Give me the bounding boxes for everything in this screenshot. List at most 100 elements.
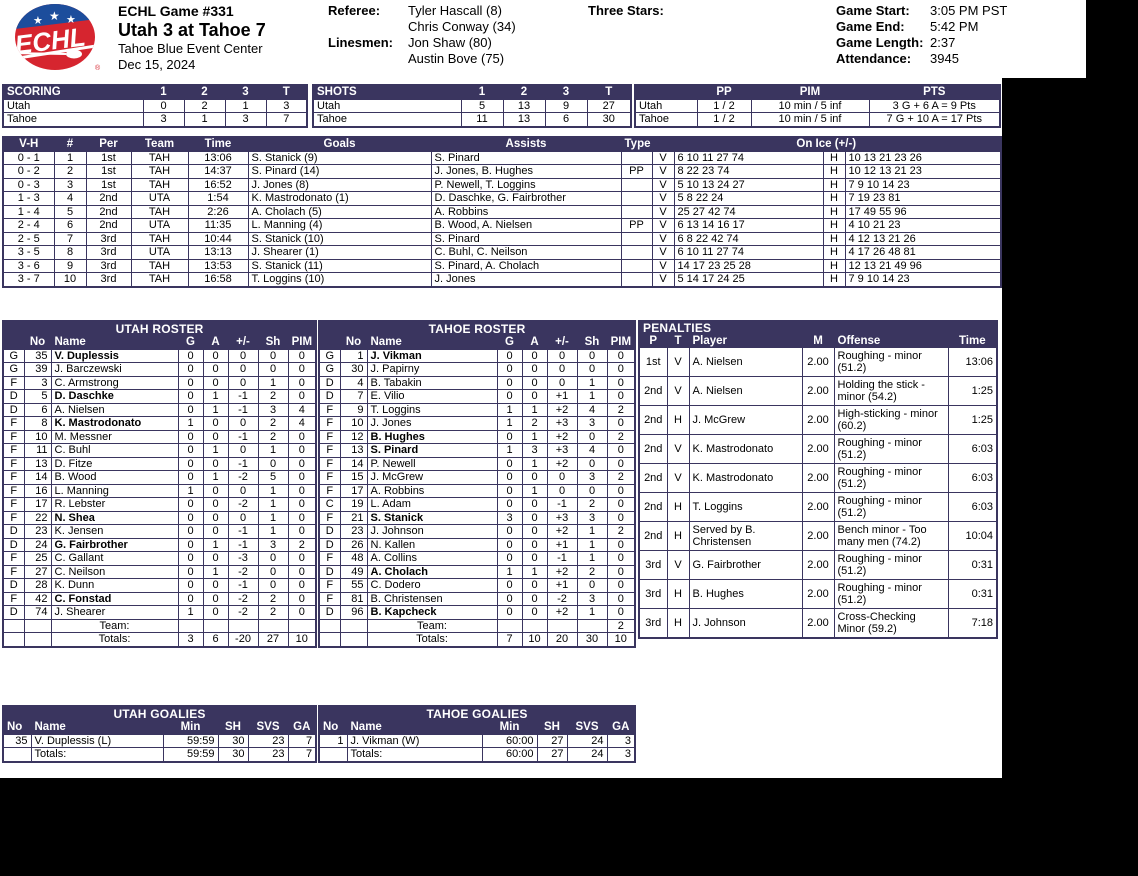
home-label: H — [822, 177, 846, 192]
min-header: Min — [162, 720, 219, 735]
penalty-time: 10:04 — [947, 521, 998, 551]
no-header: No — [23, 335, 52, 350]
min-header: Min — [481, 720, 538, 735]
stat-shots: 1 — [257, 524, 289, 539]
stat-pim: 0 — [287, 389, 317, 404]
player-name: D. Daschke — [50, 389, 179, 404]
stat-goals: 0 — [177, 456, 204, 471]
goalie-row: 1 J. Vikman (W) 60:00 27 24 3 — [318, 733, 636, 748]
stat-shots: 2 — [257, 429, 289, 444]
vh-score: 0 - 3 — [2, 177, 55, 192]
stat-assists: 0 — [202, 497, 229, 512]
player-position: G — [2, 348, 25, 363]
stat-plusminus: -1 — [227, 389, 259, 404]
roster-row: F 8 K. Mastrodonato 1 0 0 2 4 — [2, 416, 317, 431]
vh-score: 3 - 5 — [2, 245, 55, 260]
player-header: Player — [688, 334, 803, 348]
period-header: Per — [85, 136, 132, 152]
stat-shots: 1 — [576, 375, 608, 390]
penalty-minutes: 2.00 — [801, 434, 835, 464]
goal-type — [620, 204, 653, 219]
period-header: P — [638, 334, 668, 348]
goal-assists: J. Jones, B. Hughes — [430, 164, 622, 179]
name-header: Name — [30, 720, 164, 735]
player-number: 12 — [339, 429, 368, 444]
player-position — [2, 618, 25, 633]
player-number: 17 — [23, 497, 52, 512]
goalie-number — [318, 747, 348, 762]
penalty-time: 6:03 — [947, 463, 998, 493]
goal-team: TAH — [130, 150, 189, 165]
stat-pim: 4 — [287, 416, 317, 431]
player-position: F — [318, 470, 341, 485]
roster-row: F 55 C. Dodero 0 0 +1 0 0 — [318, 578, 636, 593]
goal-time: 13:06 — [187, 150, 249, 165]
stat-shots: 4 — [576, 443, 608, 458]
player-number — [23, 632, 52, 647]
player-name: B. Hughes — [366, 429, 498, 444]
team-header: T — [666, 334, 690, 348]
stat-plusminus: -1 — [227, 402, 259, 417]
goal-period: 2nd — [85, 218, 132, 233]
stat-goals: 0 — [496, 389, 523, 404]
goal-scorer: T. Loggins (10) — [247, 272, 432, 287]
player-number — [339, 632, 368, 647]
player-number — [339, 618, 368, 633]
player-position: F — [2, 483, 25, 498]
shots-header: SHOTS 1 2 3 T — [312, 84, 632, 100]
goal-scorer: S. Stanick (9) — [247, 150, 432, 165]
penalty-offense: Roughing - minor (51.2) — [833, 434, 949, 464]
player-name: S. Stanick — [366, 510, 498, 525]
goal-type — [620, 150, 653, 165]
roster-row: D 6 A. Nielsen 0 1 -1 3 4 — [2, 402, 317, 417]
stat-goals: 0 — [496, 429, 523, 444]
stat-goals: 0 — [177, 578, 204, 593]
player-number: 13 — [23, 456, 52, 471]
stat-assists: 0 — [202, 348, 229, 363]
goal-row: 3 - 5 8 3rd UTA 13:13 J. Shearer (1) C. … — [2, 245, 1002, 260]
stat-assists: 0 — [202, 456, 229, 471]
roster-row: F 25 C. Gallant 0 0 -3 0 0 — [2, 551, 317, 566]
penalty-minutes: 2.00 — [801, 550, 835, 580]
stat-shots: 1 — [576, 389, 608, 404]
stat-goals: 0 — [177, 524, 204, 539]
stat-pim: 0 — [287, 375, 317, 390]
star-icon: ★ — [33, 15, 43, 27]
penalty-team: V — [666, 550, 690, 580]
roster-row: F 81 B. Christensen 0 0 -2 3 0 — [318, 591, 636, 606]
player-position: D — [318, 524, 341, 539]
goal-scorer: S. Pinard (14) — [247, 164, 432, 179]
penalty-minutes: 2.00 — [801, 608, 835, 639]
stat-goals: 0 — [177, 510, 204, 525]
roster-row: G 39 J. Barczewski 0 0 0 0 0 — [2, 362, 317, 377]
stat-goals: 0 — [177, 551, 204, 566]
player-number: 27 — [23, 564, 52, 579]
home-label: H — [822, 272, 846, 287]
stat-pim: 0 — [606, 483, 636, 498]
offense-header: Offense — [833, 334, 949, 348]
player-number: 42 — [23, 591, 52, 606]
player-position: G — [318, 362, 341, 377]
player-position: F — [2, 564, 25, 579]
player-name: L. Adam — [366, 497, 498, 512]
player-position: F — [318, 578, 341, 593]
stat-assists: 0 — [202, 510, 229, 525]
stat-goals: 0 — [177, 443, 204, 458]
goalie-name: V. Duplessis (L) — [30, 733, 164, 748]
stat-pim: 0 — [606, 497, 636, 512]
stat-goals: 0 — [177, 375, 204, 390]
on-ice-header: On Ice (+/-) — [651, 136, 1002, 152]
goal-time: 11:35 — [187, 218, 249, 233]
penalty-minutes: 2.00 — [801, 492, 835, 522]
score-p1: 3 — [142, 112, 185, 127]
score-p3: 1 — [224, 98, 267, 113]
ga-header: GA — [606, 720, 636, 735]
team-name: Utah — [312, 98, 462, 113]
summary-blank-header — [634, 84, 698, 100]
pp-value: 1 / 2 — [696, 112, 752, 127]
stat-pim: 0 — [287, 483, 317, 498]
goalie-name: Totals: — [346, 747, 483, 762]
stat-goals: 0 — [496, 483, 523, 498]
goal-row: 1 - 4 5 2nd TAH 2:26 A. Cholach (5) A. R… — [2, 204, 1002, 219]
